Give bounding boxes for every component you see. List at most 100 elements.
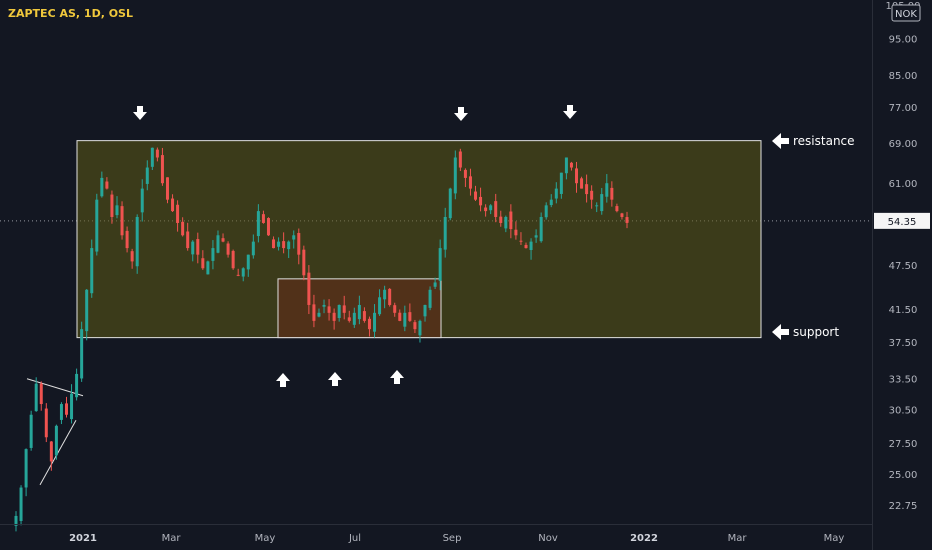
candle-body xyxy=(554,188,558,199)
time-tick-label: Sep xyxy=(443,533,462,544)
candle-body xyxy=(337,304,341,319)
candle-body xyxy=(585,184,589,195)
candle-body xyxy=(261,214,265,223)
candle-body xyxy=(160,155,164,184)
annotation-arrows: resistance support xyxy=(133,105,855,387)
candle-body xyxy=(24,449,28,488)
candle-body xyxy=(297,232,301,255)
triangle-lower-line xyxy=(39,419,77,486)
candle-body xyxy=(378,297,382,315)
candle-body xyxy=(474,191,478,200)
candle-body xyxy=(504,216,508,229)
candle-body xyxy=(85,289,89,332)
candle-body xyxy=(479,196,483,206)
candle-body xyxy=(509,211,513,230)
candle-body xyxy=(494,201,498,217)
candle-body xyxy=(125,230,129,249)
candle-body xyxy=(19,487,23,521)
time-tick-label: Mar xyxy=(162,533,182,544)
candle-body xyxy=(312,304,316,321)
candle-body xyxy=(54,425,58,456)
candle-body xyxy=(595,205,599,207)
candle-body xyxy=(80,329,84,379)
candle-body xyxy=(625,217,629,223)
candle-body xyxy=(448,188,452,219)
candle-body xyxy=(196,239,200,255)
candle-body xyxy=(75,373,79,398)
price-tick-label: 22.75 xyxy=(889,501,918,512)
candle-body xyxy=(539,216,543,242)
resistance-label: resistance xyxy=(793,134,855,148)
candle-body xyxy=(534,235,538,238)
candle-body xyxy=(352,312,356,325)
candle-body xyxy=(317,312,321,317)
candle-body xyxy=(519,240,523,242)
time-axis-separator xyxy=(0,524,872,525)
price-tick-label: 33.50 xyxy=(889,375,918,386)
candle-body xyxy=(236,274,240,276)
candle-body xyxy=(277,241,281,247)
candle-body xyxy=(256,211,260,237)
chart-title: ZAPTEC AS, 1D, OSL xyxy=(8,7,133,20)
time-axis[interactable]: 2021 Mar May Jul Sep Nov 2022 Mar May xyxy=(69,533,844,544)
candle-body xyxy=(272,239,276,249)
candle-body xyxy=(610,187,614,200)
candle-body xyxy=(484,207,488,212)
candle-body xyxy=(145,167,149,184)
candle-body xyxy=(549,199,553,206)
candle-body xyxy=(231,250,235,269)
price-tick-label: 25.00 xyxy=(889,470,918,481)
candle-body xyxy=(201,258,205,269)
time-tick-label: Mar xyxy=(728,533,748,544)
down-arrow-icon xyxy=(563,105,577,119)
candle-body xyxy=(373,312,377,332)
candles xyxy=(14,147,629,532)
price-tick-label: 47.50 xyxy=(889,261,918,272)
candle-body xyxy=(110,194,114,217)
candle-body xyxy=(524,244,528,249)
price-tick-label: 30.50 xyxy=(889,405,918,416)
candle-body xyxy=(211,248,215,261)
candle-body xyxy=(186,231,190,249)
candle-body xyxy=(408,312,412,321)
candle-body xyxy=(413,322,417,330)
candle-body xyxy=(241,268,245,277)
price-axis-separator xyxy=(872,0,873,550)
time-tick-label: Jul xyxy=(348,533,361,544)
up-arrow-icon xyxy=(276,373,290,387)
candle-body xyxy=(44,408,48,438)
candle-body xyxy=(322,304,326,307)
currency-badge[interactable] xyxy=(891,4,921,22)
candle-body xyxy=(453,157,457,194)
candle-body xyxy=(383,289,387,300)
candle-body xyxy=(100,177,104,197)
price-tick-label: 85.00 xyxy=(889,71,918,82)
support-label: support xyxy=(793,325,839,339)
candle-body xyxy=(140,188,144,213)
candle-body xyxy=(600,194,604,212)
candle-body xyxy=(226,243,230,255)
candle-body xyxy=(468,176,472,189)
price-axis[interactable]: 95.00 85.00 77.00 69.00 61.00 47.50 41.50 37.50… xyxy=(874,1,930,512)
candle-body xyxy=(282,241,286,249)
candle-body xyxy=(544,205,548,218)
candle-body xyxy=(428,289,432,308)
candle-body xyxy=(191,241,195,255)
candle-body xyxy=(115,205,119,216)
candle-body xyxy=(362,311,366,321)
candle-body xyxy=(39,383,43,405)
time-tick-label: May xyxy=(255,533,276,544)
time-tick-label: 2021 xyxy=(69,533,97,544)
candle-body xyxy=(64,403,68,415)
candle-body xyxy=(433,282,437,287)
time-tick-label: 2022 xyxy=(630,533,658,544)
candle-body xyxy=(95,199,99,252)
zones xyxy=(76,140,762,339)
price-tick-label: 27.50 xyxy=(889,439,918,450)
time-tick-label: Nov xyxy=(538,533,558,544)
candle-body xyxy=(458,151,462,168)
candle-body xyxy=(105,181,109,189)
price-tick-label: 77.00 xyxy=(889,103,918,114)
price-tick-label: 69.00 xyxy=(889,139,918,150)
